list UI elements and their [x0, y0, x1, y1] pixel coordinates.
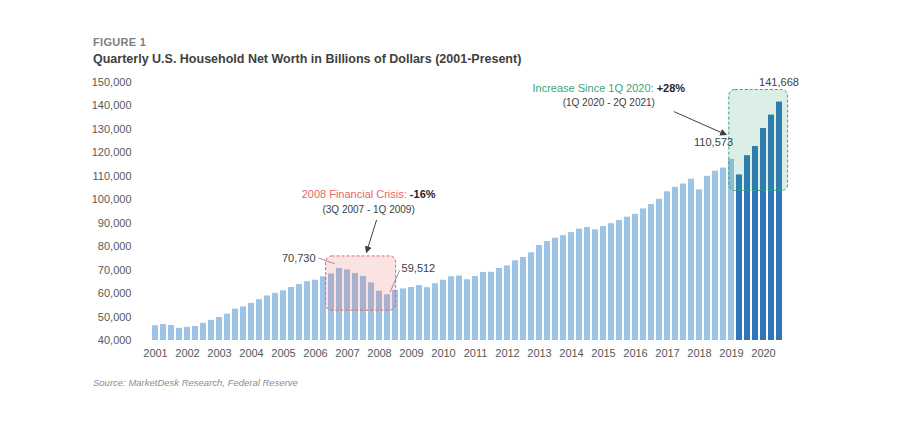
svg-text:110,000: 110,000 [93, 170, 132, 182]
svg-text:120,000: 120,000 [92, 146, 132, 158]
svg-text:2010: 2010 [431, 347, 455, 359]
html-text:FIGURE 1: FIGURE 1 [93, 36, 147, 48]
svg-text:2017: 2017 [655, 347, 679, 359]
html-text:Quarterly U.S. Household Net W: Quarterly U.S. Household Net Worth in Bi… [93, 52, 522, 66]
svg-text:70,000: 70,000 [98, 264, 132, 276]
svg-text:2013: 2013 [527, 347, 551, 359]
svg-text:2007: 2007 [335, 347, 359, 359]
svg-text:110,573: 110,573 [694, 136, 733, 148]
svg-text:2005: 2005 [271, 347, 295, 359]
svg-text:(1Q 2020 - 2Q 2021): (1Q 2020 - 2Q 2021) [563, 97, 655, 108]
svg-text:2003: 2003 [207, 347, 231, 359]
svg-text:(3Q 2007 - 1Q 2009): (3Q 2007 - 1Q 2009) [322, 204, 414, 215]
svg-text:2009: 2009 [399, 347, 423, 359]
svg-text:2015: 2015 [591, 347, 615, 359]
svg-text:2012: 2012 [495, 347, 519, 359]
svg-text:2014: 2014 [559, 347, 583, 359]
svg-text:140,000: 140,000 [92, 99, 132, 111]
svg-text:2004: 2004 [239, 347, 263, 359]
svg-text:2016: 2016 [623, 347, 647, 359]
svg-text:2019: 2019 [719, 347, 743, 359]
svg-text:2018: 2018 [687, 347, 711, 359]
svg-text:90,000: 90,000 [98, 217, 132, 229]
svg-text:2002: 2002 [175, 347, 199, 359]
svg-text:2011: 2011 [464, 347, 488, 359]
svg-text:40,000: 40,000 [98, 334, 132, 346]
svg-text:Increase Since 1Q 2020: +28%: Increase Since 1Q 2020: +28% [533, 82, 686, 94]
svg-text:130,000: 130,000 [92, 123, 132, 135]
svg-text:141,668: 141,668 [759, 76, 799, 88]
svg-text:80,000: 80,000 [98, 240, 132, 252]
svg-text:60,000: 60,000 [98, 287, 132, 299]
svg-text:150,000: 150,000 [92, 76, 132, 88]
svg-text:100,000: 100,000 [92, 193, 132, 205]
svg-text:70,730: 70,730 [282, 252, 316, 264]
svg-text:50,000: 50,000 [98, 311, 132, 323]
html-text:Source: MarketDesk Research, F: Source: MarketDesk Research, Federal Res… [93, 377, 298, 388]
svg-text:2008 Financial Crisis: -16%: 2008 Financial Crisis: -16% [302, 188, 436, 200]
svg-text:59,512: 59,512 [402, 262, 436, 274]
svg-text:2001: 2001 [143, 347, 167, 359]
svg-text:2008: 2008 [367, 347, 391, 359]
svg-text:2006: 2006 [303, 347, 327, 359]
svg-text:2020: 2020 [751, 347, 775, 359]
